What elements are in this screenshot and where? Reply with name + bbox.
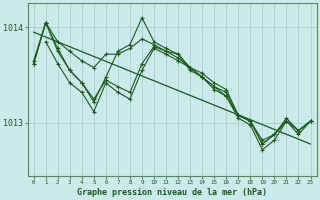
X-axis label: Graphe pression niveau de la mer (hPa): Graphe pression niveau de la mer (hPa) [77,188,267,197]
